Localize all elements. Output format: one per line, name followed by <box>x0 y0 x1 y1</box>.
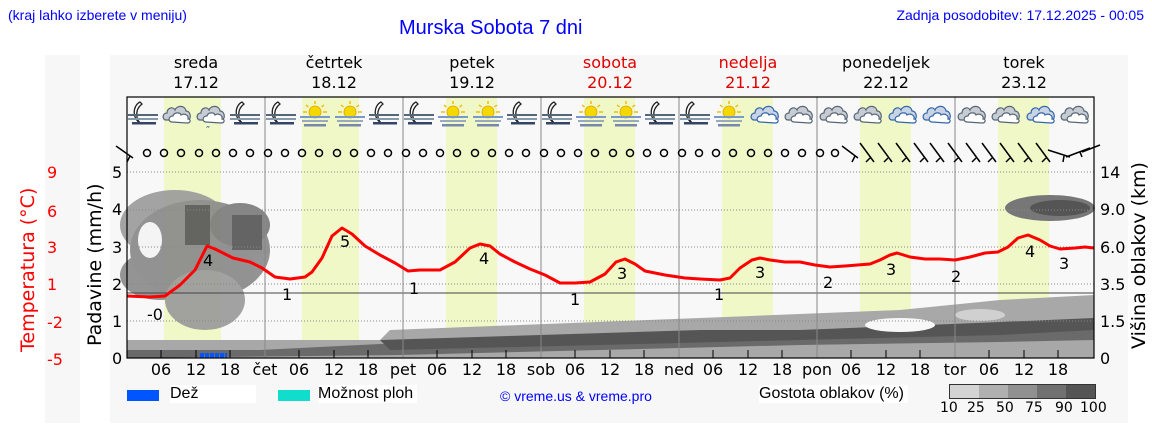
svg-text:3: 3 <box>886 260 896 279</box>
temperature-axis-label: Temperatura (°C) <box>17 187 39 352</box>
copyright-link[interactable]: © vreme.us & vreme.pro <box>500 388 652 404</box>
temperature-line <box>126 226 1095 299</box>
svg-text:4: 4 <box>479 249 489 268</box>
page-title: Murska Sobota 7 dni <box>399 17 583 39</box>
day-header: petek 19.12 <box>449 53 495 92</box>
day-header-weekend: sobota 20.12 <box>582 53 638 92</box>
wind-row <box>115 142 1101 163</box>
storm-swatch <box>278 390 310 401</box>
day-header: torek 23.12 <box>1001 53 1047 92</box>
precip-axis-label: Padavine (mm/h) <box>84 183 106 346</box>
svg-text:3: 3 <box>1059 254 1069 273</box>
menu-hint: (kraj lahko izberete v meniju) <box>8 7 187 23</box>
day-header: četrtek 18.12 <box>305 53 363 92</box>
svg-text:4: 4 <box>203 251 213 270</box>
svg-text:1: 1 <box>282 285 292 304</box>
storm-legend-label: Možnost ploh <box>318 385 418 403</box>
weather-symbols: ″ <box>127 100 1089 137</box>
svg-text:2: 2 <box>823 273 833 292</box>
day-header-weekend: nedelja 21.12 <box>718 53 778 92</box>
temp-labels: -0 4 1 5 1 4 1 3 1 3 2 3 2 4 3 <box>147 232 1069 324</box>
svg-text:1: 1 <box>570 290 580 309</box>
rain-swatch <box>127 390 159 401</box>
svg-text:″: ″ <box>206 124 210 137</box>
last-update: Zadnja posodobitev: 17.12.2025 - 00:05 <box>896 7 1144 23</box>
rain-legend-label: Dež <box>170 385 256 403</box>
cloud-density-label: Gostota oblakov (%) <box>759 385 908 403</box>
svg-text:1: 1 <box>409 279 419 298</box>
svg-text:5: 5 <box>340 232 350 251</box>
rain-bars <box>200 353 227 358</box>
temperature-axis-panel <box>45 55 80 423</box>
svg-text:4: 4 <box>1025 242 1035 261</box>
cloud-height-axis-label: Višina oblakov (km) <box>1128 162 1150 349</box>
svg-text:2: 2 <box>951 267 961 286</box>
day-header: ponedeljek 22.12 <box>842 53 930 92</box>
cloud-density-scale <box>949 384 1096 399</box>
svg-text:3: 3 <box>755 263 765 282</box>
svg-text:3: 3 <box>617 264 627 283</box>
svg-text:1: 1 <box>714 285 724 304</box>
svg-text:-0: -0 <box>147 305 163 324</box>
day-header: sreda 17.12 <box>173 53 219 92</box>
